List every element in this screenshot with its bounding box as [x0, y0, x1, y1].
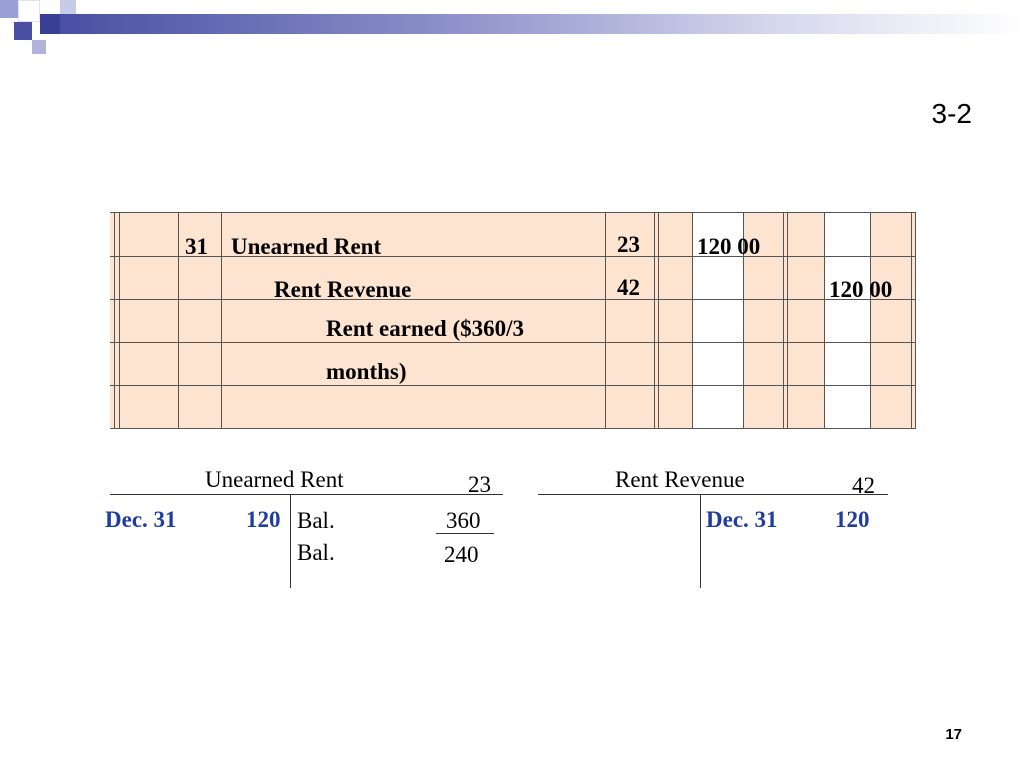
- grid-line: [787, 213, 788, 428]
- grid-line: [743, 213, 744, 428]
- entry-explanation: Rent earned ($360/3: [326, 316, 525, 341]
- credit-amount: 120: [835, 507, 870, 532]
- t-account-top-line: [538, 494, 888, 495]
- debit-account: Unearned Rent: [231, 234, 382, 259]
- debit-date: Dec. 31: [105, 507, 177, 532]
- decor-square: [14, 22, 32, 40]
- grid-line: [119, 213, 120, 428]
- general-journal: 31 Unearned Rent 23 120 00 Rent Revenue …: [110, 212, 916, 429]
- grid-line: [110, 299, 916, 300]
- debit-column-highlight: [692, 213, 743, 428]
- grid-line: [110, 256, 916, 257]
- credit-column-highlight: [824, 213, 870, 428]
- grid-line: [654, 213, 655, 428]
- grid-line: [824, 213, 825, 428]
- header-gradient-bar: [60, 14, 1024, 34]
- t-account-center-line: [700, 494, 701, 588]
- t-account-center-line: [290, 494, 291, 588]
- decor-square: [18, 0, 40, 22]
- grid-line: [915, 213, 916, 428]
- slide-number: 3-2: [931, 98, 972, 129]
- grid-line: [605, 213, 606, 428]
- grid-line: [692, 213, 693, 428]
- decor-square: [60, 0, 76, 14]
- posting-ref: 42: [617, 275, 640, 300]
- balance-label: Bal.: [297, 540, 335, 565]
- t-account-number: 23: [468, 472, 491, 497]
- t-account-top-line: [110, 494, 503, 495]
- grid-line: [658, 213, 659, 428]
- credit-account: Rent Revenue: [274, 277, 412, 302]
- grid-line: [110, 342, 916, 343]
- decor-square: [32, 40, 46, 54]
- grid-line: [221, 213, 222, 428]
- t-account-title: Unearned Rent: [205, 467, 344, 492]
- decor-square: [0, 0, 18, 18]
- entry-date: 31: [185, 234, 208, 259]
- grid-line: [114, 213, 115, 428]
- grid-line: [911, 213, 912, 428]
- decor-square: [40, 14, 60, 34]
- debit-amount: 120: [246, 507, 281, 532]
- ending-balance-amount: 240: [444, 542, 479, 567]
- grid-line: [870, 213, 871, 428]
- t-account-title: Rent Revenue: [615, 467, 745, 492]
- page-number: 17: [945, 726, 962, 743]
- posting-ref: 23: [617, 232, 640, 257]
- credit-date: Dec. 31: [706, 507, 778, 532]
- entry-explanation: months): [326, 359, 407, 384]
- credit-amount: 120 00: [829, 277, 893, 302]
- grid-line: [783, 213, 784, 428]
- balance-label: Bal.: [297, 508, 335, 533]
- balance-amount: 360: [446, 508, 481, 533]
- grid-line: [178, 213, 179, 428]
- debit-amount: 120 00: [697, 234, 761, 259]
- total-rule: [436, 533, 494, 534]
- t-account-number: 42: [852, 473, 875, 498]
- grid-line: [110, 385, 916, 386]
